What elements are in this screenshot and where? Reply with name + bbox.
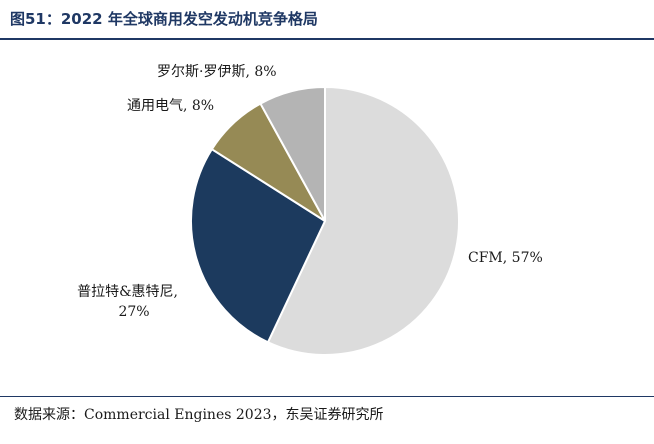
- source-note: 数据来源：Commercial Engines 2023，东吴证券研究所: [14, 407, 384, 423]
- slice-cfm-label: CFM, 57%: [468, 250, 543, 266]
- slice-pratt-whitney-label: 普拉特&惠特尼,: [77, 284, 178, 300]
- footer-rule: [0, 396, 654, 397]
- slice-pratt-whitney-label: 27%: [118, 304, 149, 320]
- slice-cfm: [266, 85, 460, 356]
- pie-labels: CFM, 57% 普拉特&惠特尼, 27% 通用电气, 8% 罗尔斯·罗伊斯, 8%: [77, 64, 543, 320]
- slice-rolls-royce-label: 罗尔斯·罗伊斯, 8%: [157, 64, 277, 80]
- title-rule: [0, 38, 654, 40]
- slice-pratt-whitney: [190, 147, 327, 344]
- slice-ge-label: 通用电气, 8%: [127, 98, 214, 114]
- figure-title: 图51：2022 年全球商用发空发动机竞争格局: [10, 10, 318, 28]
- pie-slices: [190, 85, 460, 356]
- slice-rolls-royce: [259, 85, 326, 222]
